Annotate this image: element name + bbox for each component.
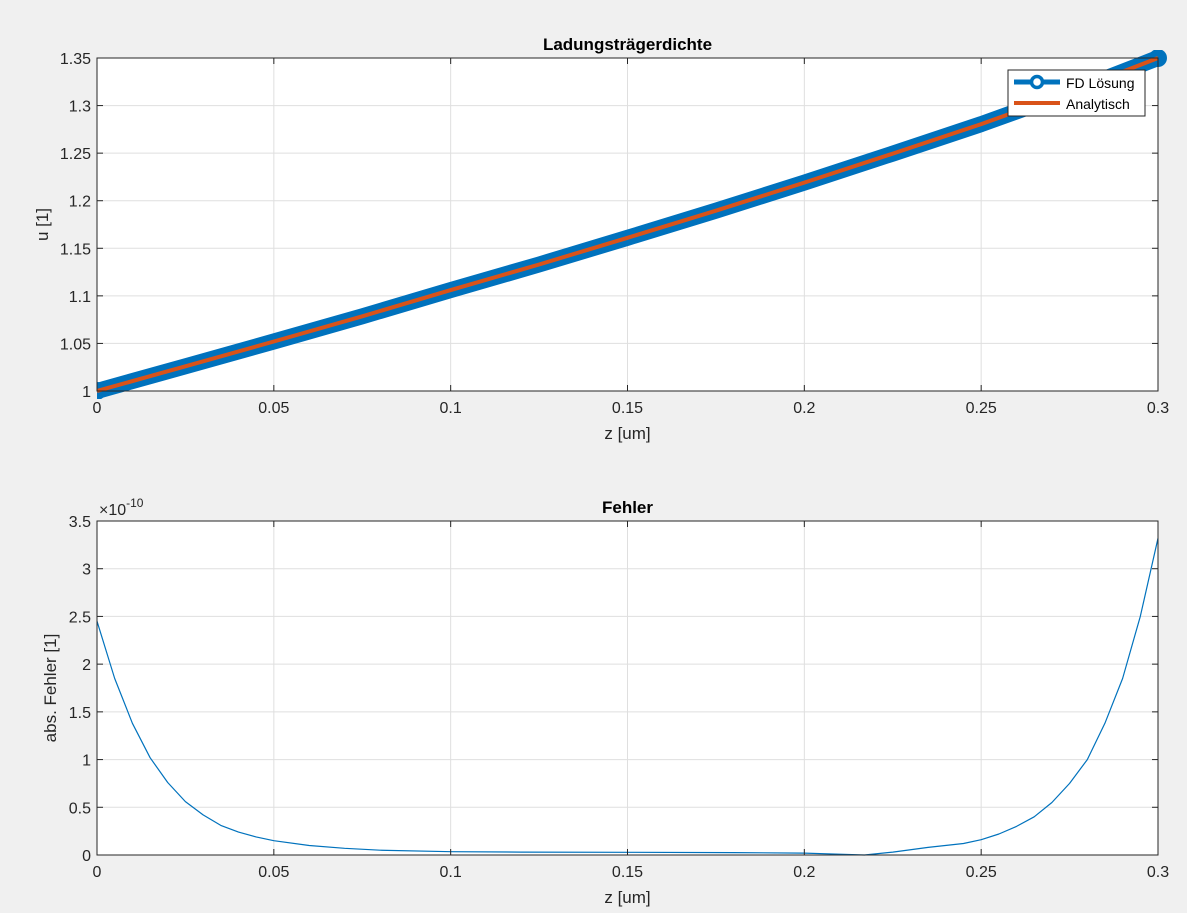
plot-ladungstraegerdichte: 0 0.05 0.1 0.15 0.2 0.25 0.3 1 1.05 1.1 1.15 1.2 1.2…	[33, 35, 1169, 443]
chart1-y-tick-label: 1	[82, 753, 91, 770]
chart0-y-tick-label: 1.05	[60, 336, 91, 353]
chart0-y-tick-label: 1.15	[60, 241, 91, 258]
chart1-x-tick-label: 0.3	[1147, 864, 1169, 881]
chart1-y-tick-label: 3	[82, 562, 91, 579]
chart0-x-tick-label: 0	[93, 400, 102, 417]
chart1-data-layer	[97, 538, 1159, 856]
chart1-x-axis-label: z [um]	[604, 888, 650, 907]
legend: FD Lösung Analytisch	[1007, 69, 1146, 117]
chart0-y-tick-label: 1.35	[60, 51, 91, 68]
chart0-y-tick-label: 1.1	[69, 289, 91, 306]
chart0-x-axis-label: z [um]	[604, 424, 650, 443]
series-abs-fehler-line	[97, 538, 1159, 856]
chart1-y-tick-label: 1.5	[69, 705, 91, 722]
legend-fd-loesung-label: FD Lösung	[1066, 75, 1134, 91]
chart0-x-tick-label: 0.25	[966, 400, 997, 417]
chart1-y-tick-label: 0	[82, 848, 91, 865]
series-analytisch-line	[97, 56, 1159, 393]
chart1-y-axis-label: abs. Fehler [1]	[41, 634, 60, 743]
y-exponent-power: -10	[126, 496, 144, 510]
chart0-y-tick-label: 1	[82, 384, 91, 401]
chart1-x-tick-label: 0.05	[258, 864, 289, 881]
legend-fd-loesung-marker	[1029, 74, 1045, 90]
chart0-y-tick-label: 1.25	[60, 146, 91, 163]
chart0-x-tick-label: 0.3	[1147, 400, 1169, 417]
chart1-y-tick-label: 0.5	[69, 800, 91, 817]
chart0-title: Ladungsträgerdichte	[543, 35, 712, 54]
chart0-x-tick-label: 0.2	[793, 400, 815, 417]
chart1-x-tick-label: 0.2	[793, 864, 815, 881]
chart1-title: Fehler	[602, 498, 653, 517]
chart0-x-tick-label: 0.1	[440, 400, 462, 417]
chart0-y-tick-label: 1.3	[69, 99, 91, 116]
chart1-y-tick-label: 2	[82, 657, 91, 674]
chart0-x-tick-label: 0.05	[258, 400, 289, 417]
y-exponent-base: ×10	[99, 502, 126, 519]
plot-fehler: 0 0.05 0.1 0.15 0.2 0.25 0.3 0 0.5 1 1.5 2 2.5 3 3.5 Fe…	[41, 496, 1169, 907]
chart0-y-axis-label: u [1]	[33, 208, 52, 241]
chart1-x-tick-label: 0.1	[440, 864, 462, 881]
chart0-y-tick-label: 1.2	[69, 194, 91, 211]
chart1-x-tick-label: 0	[93, 864, 102, 881]
chart1-x-tick-label: 0.25	[966, 864, 997, 881]
chart1-x-tick-label: 0.15	[612, 864, 643, 881]
chart0-x-tick-label: 0.15	[612, 400, 643, 417]
chart1-y-tick-label: 3.5	[69, 514, 91, 531]
chart1-y-exponent-label: ×10-10	[99, 496, 144, 519]
legend-box	[1007, 69, 1146, 117]
legend-analytisch-label: Analytisch	[1066, 96, 1130, 112]
chart0-data-layer	[97, 50, 1167, 399]
chart1-y-tick-label: 2.5	[69, 609, 91, 626]
